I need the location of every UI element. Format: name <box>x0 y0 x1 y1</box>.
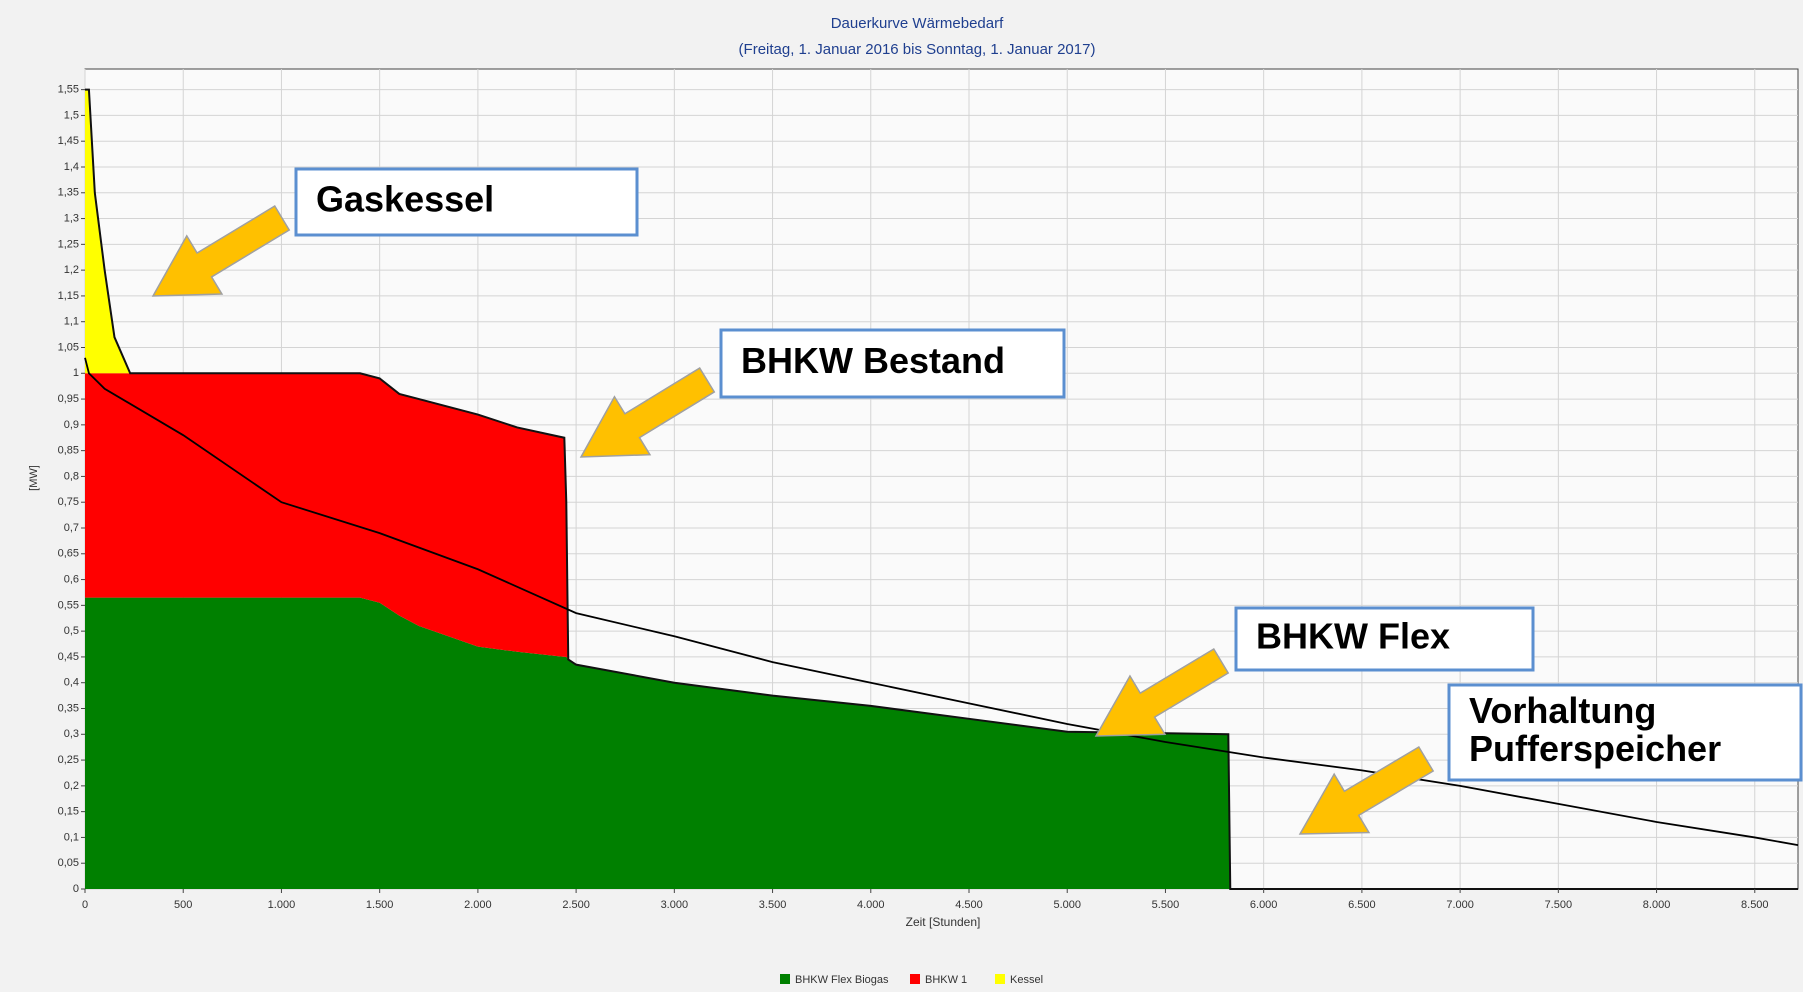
x-tick-label: 500 <box>174 899 192 911</box>
legend-swatch <box>910 974 920 984</box>
y-tick-label: 0,75 <box>58 496 79 508</box>
y-tick-label: 0,15 <box>58 806 79 818</box>
arrow <box>1094 647 1230 737</box>
x-tick-label: 4.000 <box>857 899 885 911</box>
annotations: Gaskessel BHKW Bestand BHKW Flex Vorhaltung… <box>151 167 1803 835</box>
y-tick-label: 1,2 <box>64 264 79 276</box>
x-tick-label: 3.000 <box>661 899 689 911</box>
y-tick-label: 0,35 <box>58 702 79 714</box>
legend: BHKW Flex Biogas BHKW 1 Kessel <box>780 974 1043 986</box>
annotation-box <box>1234 606 1535 672</box>
x-tick-label: 2.500 <box>562 899 590 911</box>
arrow <box>1298 745 1435 835</box>
legend-swatch <box>780 974 790 984</box>
marks <box>84 88 1799 890</box>
chart-subtitle: (Freitag, 1. Januar 2016 bis Sonntag, 1.… <box>739 41 1096 58</box>
chart-title: Dauerkurve Wärmebedarf <box>831 15 1004 32</box>
y-tick-label: 0,2 <box>64 780 79 792</box>
y-tick-label: 0,8 <box>64 470 79 482</box>
annotation-text: Pufferspeicher <box>1469 728 1721 769</box>
x-tick-label: 1.000 <box>268 899 296 911</box>
y-tick-label: 0,4 <box>64 677 79 689</box>
area <box>85 597 1798 889</box>
y-tick-label: 1 <box>73 367 79 379</box>
y-tick-label: 1,55 <box>58 84 79 96</box>
x-axis-label: Zeit [Stunden] <box>906 915 981 929</box>
y-tick-label: 1,45 <box>58 135 79 147</box>
y-tick-label: 1,1 <box>64 316 79 328</box>
annotation-box <box>294 167 639 237</box>
x-tick-label: 8.000 <box>1643 899 1671 911</box>
annotation-text: BHKW Bestand <box>741 340 1005 381</box>
x-tick-label: 3.500 <box>759 899 787 911</box>
y-tick-label: 0,85 <box>58 445 79 457</box>
y-tick-label: 1,25 <box>58 238 79 250</box>
y-tick-label: 1,5 <box>64 109 79 121</box>
x-tick-label: 7.500 <box>1545 899 1573 911</box>
legend-label: BHKW 1 <box>925 974 967 986</box>
x-tick-label: 5.000 <box>1053 899 1081 911</box>
y-tick-label: 1,35 <box>58 187 79 199</box>
axes: 0 0,05 0,1 0,15 0,2 0,25 0,3 0,35 0,4 0,45 0,5 0,55… <box>58 84 1769 911</box>
annotation-text: BHKW Flex <box>1256 616 1450 657</box>
annotation-text: Gaskessel <box>316 179 494 220</box>
x-tick-label: 1.500 <box>366 899 394 911</box>
x-tick-label: 8.500 <box>1741 899 1769 911</box>
y-tick-label: 0,3 <box>64 728 79 740</box>
annotation-text: Vorhaltung <box>1469 690 1656 731</box>
arrow <box>579 367 716 458</box>
legend-label: BHKW Flex Biogas <box>795 974 889 986</box>
y-tick-label: 0,55 <box>58 599 79 611</box>
y-tick-label: 1,4 <box>64 161 79 173</box>
y-tick-label: 0,6 <box>64 573 79 585</box>
y-tick-label: 0,25 <box>58 754 79 766</box>
x-tick-label: 7.000 <box>1446 899 1474 911</box>
y-tick-label: 0 <box>73 883 79 895</box>
arrow <box>151 204 291 297</box>
x-tick-label: 4.500 <box>955 899 983 911</box>
x-tick-label: 0 <box>82 899 88 911</box>
x-tick-label: 6.000 <box>1250 899 1278 911</box>
y-tick-label: 0,45 <box>58 651 79 663</box>
y-tick-label: 0,7 <box>64 522 79 534</box>
x-tick-label: 2.000 <box>464 899 492 911</box>
y-tick-label: 0,95 <box>58 393 79 405</box>
line <box>84 357 1799 847</box>
area-outline <box>85 88 1798 890</box>
legend-label: Kessel <box>1010 974 1043 986</box>
x-tick-label: 6.500 <box>1348 899 1376 911</box>
area <box>85 373 1798 889</box>
y-axis-label: [MW] <box>28 465 40 491</box>
y-tick-label: 1,15 <box>58 290 79 302</box>
x-tick-label: 5.500 <box>1152 899 1180 911</box>
y-tick-label: 1,3 <box>64 212 79 224</box>
annotation-box <box>719 328 1066 399</box>
legend-swatch <box>995 974 1005 984</box>
y-tick-label: 0,1 <box>64 831 79 843</box>
y-tick-label: 0,5 <box>64 625 79 637</box>
annotation-box <box>1447 683 1803 782</box>
y-tick-label: 1,05 <box>58 341 79 353</box>
y-tick-label: 0,65 <box>58 548 79 560</box>
y-tick-label: 0,9 <box>64 419 79 431</box>
y-tick-label: 0,05 <box>58 857 79 869</box>
